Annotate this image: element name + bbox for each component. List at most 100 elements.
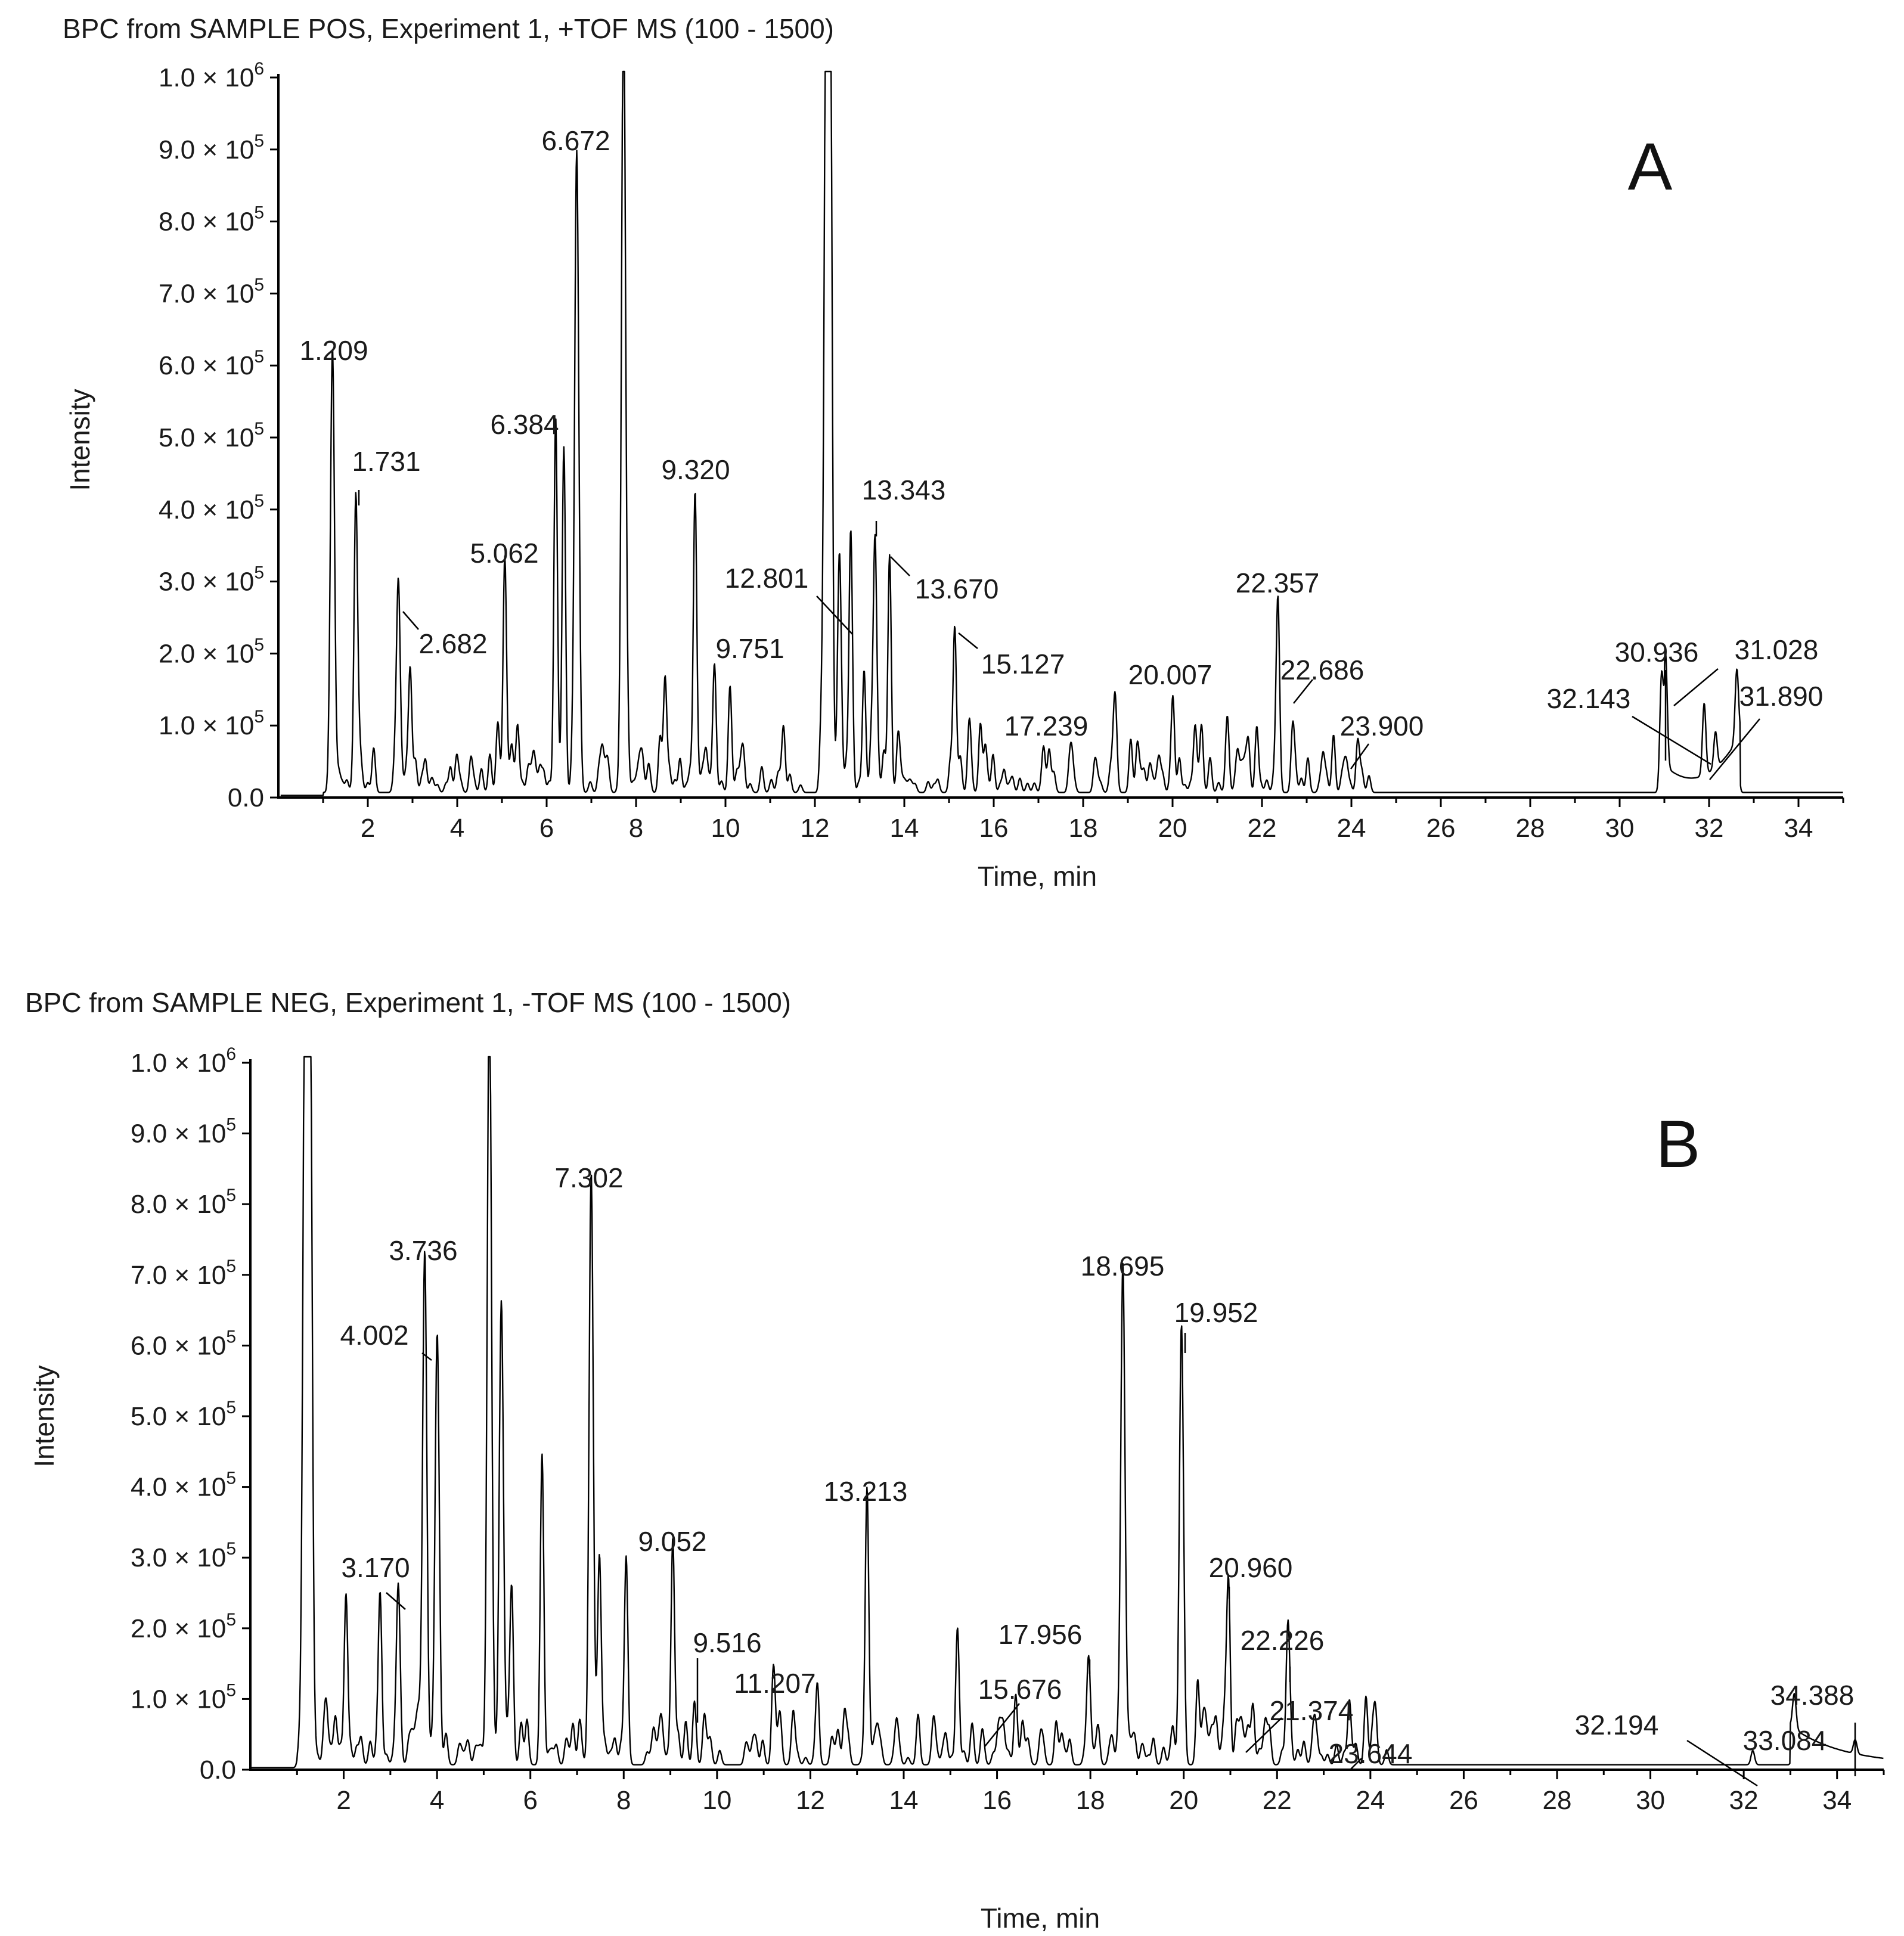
axis-lines <box>249 1059 1884 1771</box>
peak-label: 34.388 <box>1770 1680 1855 1711</box>
x-tick-label: 30 <box>1636 1786 1665 1815</box>
x-tick-label: 8 <box>616 1786 631 1815</box>
y-tick-label: 7.0 × 105 <box>159 275 264 308</box>
peak-label: 20.007 <box>1128 659 1213 690</box>
x-axis-label: Time, min <box>981 1903 1100 1934</box>
peak-label: 22.686 <box>1280 654 1365 685</box>
x-tick-label: 32 <box>1695 814 1724 843</box>
y-tick-label: 3.0 × 105 <box>131 1539 236 1572</box>
x-tick-label: 34 <box>1822 1786 1852 1815</box>
y-tick-label: 6.0 × 105 <box>131 1327 236 1360</box>
peak-label: 17.239 <box>1004 711 1089 741</box>
peak-labels: 1.209 1.731 2.682 5.062 6.384 6.672 9.320 9.751… <box>299 125 1823 780</box>
x-tick-label: 8 <box>629 814 643 843</box>
x-tick-label: 24 <box>1356 1786 1385 1815</box>
chromatogram-line <box>280 70 1843 796</box>
peak-leader-line <box>386 1592 406 1610</box>
peak-label: 9.751 <box>715 633 784 664</box>
y-tick-label: 1.0 × 105 <box>131 1680 236 1714</box>
peak-label: 3.170 <box>341 1552 410 1583</box>
peak-label: 9.052 <box>638 1526 706 1557</box>
peak-label: 15.676 <box>978 1674 1062 1705</box>
x-tick-label: 24 <box>1337 814 1366 843</box>
peak-label: 15.127 <box>981 649 1065 680</box>
peak-label: 13.213 <box>824 1476 908 1507</box>
y-tick-label: 5.0 × 105 <box>131 1398 236 1431</box>
peak-label: 7.302 <box>554 1162 623 1193</box>
x-tick-label: 18 <box>1069 814 1098 843</box>
x-tick-label: 28 <box>1543 1786 1572 1815</box>
x-tick-label: 22 <box>1263 1786 1292 1815</box>
y-tick-label: 2.0 × 105 <box>131 1610 236 1643</box>
peak-label: 32.143 <box>1547 683 1631 714</box>
peak-label: 12.801 <box>725 563 809 594</box>
peak-label: 9.320 <box>661 454 730 485</box>
x-tick-label: 2 <box>361 814 375 843</box>
peak-leader-line <box>816 595 853 635</box>
x-tick-label: 14 <box>889 1786 919 1815</box>
x-axis-label: Time, min <box>978 861 1097 892</box>
x-tick-label: 6 <box>539 814 554 843</box>
chart-title: BPC from SAMPLE POS, Experiment 1, +TOF … <box>63 13 834 44</box>
x-tick-label: 26 <box>1449 1786 1478 1815</box>
x-tick-label: 34 <box>1784 814 1813 843</box>
peak-label: 3.736 <box>389 1235 457 1266</box>
peak-label: 32.194 <box>1575 1709 1659 1740</box>
chart-title: BPC from SAMPLE NEG, Experiment 1, -TOF … <box>25 987 791 1018</box>
chart-panel-b: BPC from SAMPLE NEG, Experiment 1, -TOF … <box>25 987 1885 1934</box>
x-tick-label: 16 <box>979 814 1009 843</box>
y-tick-label: 0.0 <box>200 1755 236 1785</box>
peak-leader-line <box>1349 1758 1362 1771</box>
peak-label: 11.207 <box>734 1668 815 1699</box>
x-tick-label: 20 <box>1158 814 1187 843</box>
y-tick-label: 9.0 × 105 <box>159 131 264 165</box>
x-tick-label: 18 <box>1076 1786 1105 1815</box>
peak-label: 19.952 <box>1174 1297 1258 1328</box>
y-tick-label: 7.0 × 105 <box>131 1256 236 1290</box>
x-tick-label: 26 <box>1427 814 1456 843</box>
x-tick-label: 14 <box>890 814 919 843</box>
peak-label: 21.374 <box>1270 1695 1354 1726</box>
peak-leader-line <box>1709 718 1760 780</box>
bpc-trace <box>280 70 1843 796</box>
peak-leader-line <box>421 1352 432 1361</box>
x-tick-label: 4 <box>450 814 464 843</box>
peak-leader-line <box>1350 743 1370 770</box>
peak-label: 5.062 <box>470 538 538 569</box>
axes: 0.0 1.0 × 105 2.0 × 105 3.0 × 105 4.0 × 105 5… <box>131 1044 1885 1815</box>
x-tick-label: 30 <box>1605 814 1635 843</box>
peak-label: 4.002 <box>340 1320 408 1351</box>
y-tick-label: 1.0 × 106 <box>159 59 264 92</box>
axes: 0.0 1.0 × 105 2.0 × 105 3.0 × 105 4.0 × 105 5… <box>159 59 1844 843</box>
y-axis-label: Intensity <box>29 1365 60 1467</box>
peak-label: 20.960 <box>1209 1552 1293 1583</box>
y-tick-label: 5.0 × 105 <box>159 419 264 452</box>
peak-label: 22.357 <box>1236 567 1320 598</box>
x-tick-label: 2 <box>336 1786 351 1815</box>
peak-label: 9.516 <box>693 1627 761 1658</box>
peak-labels: 3.170 3.736 4.002 7.302 9.052 9.516 11.207 13.2… <box>340 1162 1856 1787</box>
chart-panel-a: BPC from SAMPLE POS, Experiment 1, +TOF … <box>63 13 1844 892</box>
y-tick-label: 1.0 × 105 <box>159 707 264 740</box>
peak-label: 31.890 <box>1739 681 1824 712</box>
y-tick-label: 4.0 × 105 <box>131 1469 236 1502</box>
y-tick-label: 8.0 × 105 <box>159 203 264 237</box>
chromatogram-line <box>250 1056 1884 1769</box>
peak-leader-line <box>402 611 419 630</box>
peak-leader-line <box>1673 668 1719 706</box>
x-tick-label: 4 <box>430 1786 444 1815</box>
x-tick-label: 16 <box>982 1786 1012 1815</box>
y-tick-label: 3.0 × 105 <box>159 563 264 597</box>
x-tick-label: 12 <box>796 1786 825 1815</box>
peak-label: 23.644 <box>1329 1738 1413 1769</box>
x-tick-label: 22 <box>1248 814 1277 843</box>
peak-label: 13.670 <box>915 573 999 604</box>
peak-leader-line <box>958 632 978 649</box>
peak-label: 1.731 <box>352 446 420 477</box>
y-tick-label: 9.0 × 105 <box>131 1115 236 1149</box>
x-tick-label: 10 <box>711 814 740 843</box>
y-tick-label: 1.0 × 106 <box>131 1044 236 1078</box>
x-tick-label: 10 <box>702 1786 731 1815</box>
peak-label: 22.226 <box>1241 1625 1325 1656</box>
